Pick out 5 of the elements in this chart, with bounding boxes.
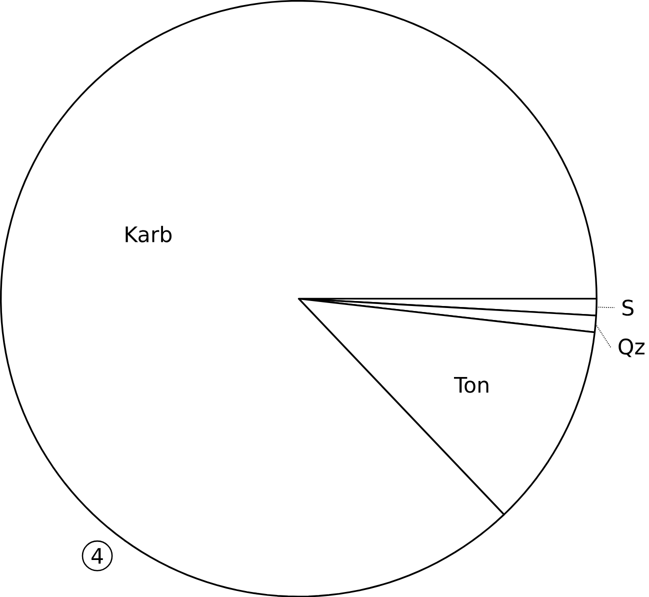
slice-label: Karb xyxy=(126,226,172,242)
slice-label: Ton xyxy=(454,376,488,393)
text: 4 xyxy=(92,548,103,564)
slice-label: Qz xyxy=(618,338,645,357)
slice-label: S xyxy=(622,299,634,316)
